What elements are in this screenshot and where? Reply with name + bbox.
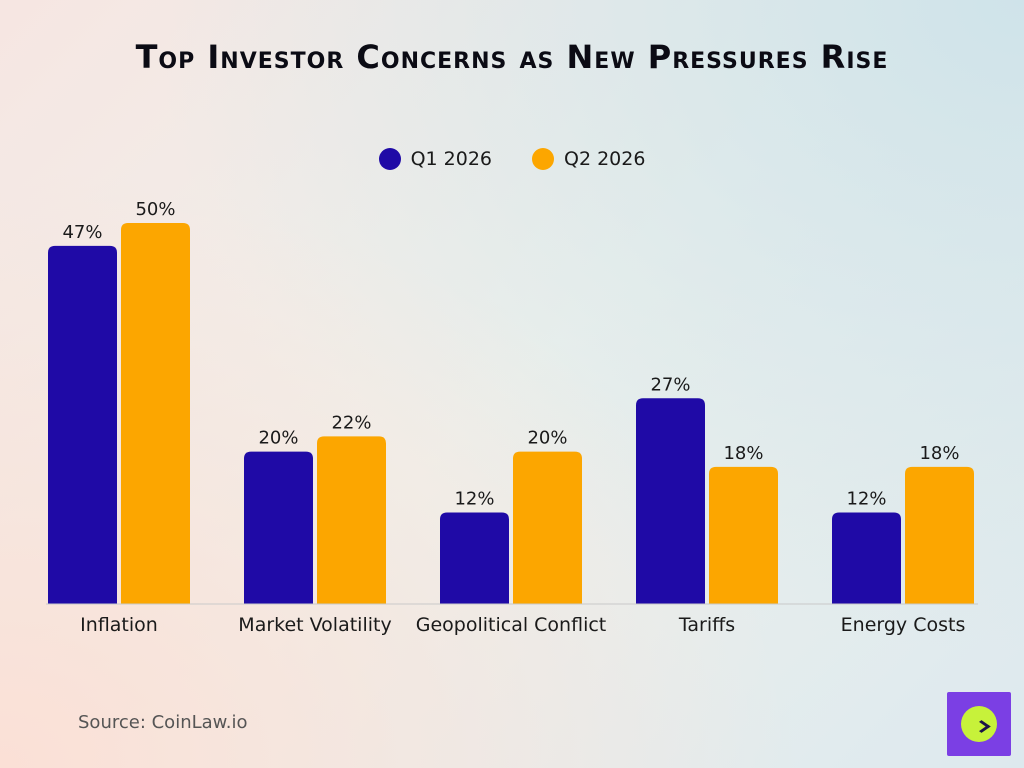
- data-label-energy-costs-q2-2026: 18%: [919, 443, 959, 464]
- compass-icon: [961, 706, 997, 742]
- bar-inflation-q1-2026: [48, 245, 117, 605]
- legend-item-q1: Q1 2026: [378, 148, 492, 170]
- data-label-inflation-q2-2026: 50%: [135, 199, 175, 220]
- bar-energy-costs-q1-2026: [832, 512, 901, 604]
- category-label-energy-costs: Energy Costs: [841, 614, 966, 636]
- legend: Q1 2026 Q2 2026: [0, 148, 1024, 170]
- data-label-market-volatility-q1-2026: 20%: [258, 428, 298, 449]
- bar-geopolitical-conflict-q1-2026: [440, 512, 509, 604]
- bar-market-volatility-q1-2026: [244, 451, 313, 604]
- source-note: Source: CoinLaw.io: [78, 712, 248, 733]
- bar-market-volatility-q2-2026: [317, 436, 386, 604]
- bar-inflation-q2-2026: [121, 223, 190, 604]
- compass-needle: [972, 720, 991, 733]
- category-label-geopolitical-conflict: Geopolitical Conflict: [416, 614, 607, 636]
- bar-tariffs-q2-2026: [709, 466, 778, 604]
- data-label-tariffs-q2-2026: 18%: [723, 443, 763, 464]
- category-label-tariffs: Tariffs: [678, 614, 735, 636]
- legend-label-q2: Q2 2026: [564, 148, 646, 170]
- data-label-tariffs-q1-2026: 27%: [650, 374, 690, 395]
- bar-energy-costs-q2-2026: [905, 466, 974, 604]
- chart-title: Top Investor Concerns as New Pressures R…: [135, 38, 889, 76]
- category-label-market-volatility: Market Volatility: [238, 614, 391, 636]
- data-label-market-volatility-q2-2026: 22%: [331, 412, 371, 433]
- bar-geopolitical-conflict-q2-2026: [513, 451, 582, 604]
- brand-logo: [947, 692, 1011, 756]
- bar-tariffs-q1-2026: [636, 398, 705, 604]
- data-label-energy-costs-q1-2026: 12%: [846, 489, 886, 510]
- data-label-geopolitical-conflict-q1-2026: 12%: [454, 489, 494, 510]
- legend-label-q1: Q1 2026: [410, 148, 492, 170]
- legend-item-q2: Q2 2026: [532, 148, 645, 170]
- category-label-inflation: Inflation: [80, 614, 158, 636]
- legend-swatch-q1: [378, 148, 401, 170]
- legend-swatch-q2: [532, 148, 554, 170]
- data-label-inflation-q1-2026: 47%: [62, 222, 102, 243]
- data-label-geopolitical-conflict-q2-2026: 20%: [527, 428, 567, 449]
